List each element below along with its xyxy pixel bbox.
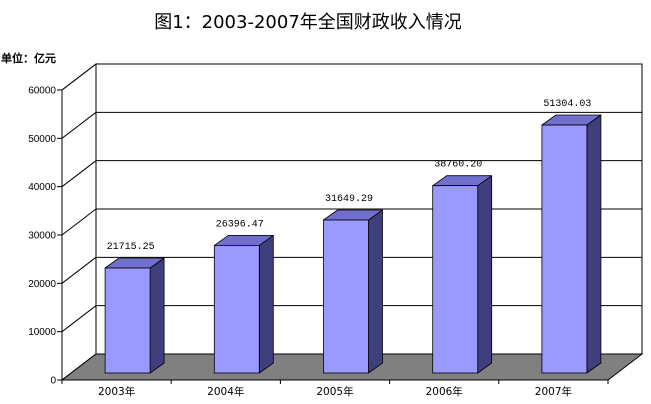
y-tick-label: 20000 (28, 279, 56, 290)
data-label: 31649.29 (325, 194, 373, 205)
bar-front-face (432, 185, 479, 374)
y-tick-label: 10000 (28, 327, 56, 338)
data-label: 38760.20 (434, 160, 482, 171)
bar-front-face (104, 267, 151, 374)
bar-front-face (213, 245, 260, 374)
gridline-side (61, 256, 97, 284)
bar-front-face (323, 219, 369, 374)
axes: 0 10000 20000 30000 40000 50000 60000 2003年 2004… (28, 86, 609, 398)
gridline-side (61, 208, 97, 236)
bar-2007 (541, 114, 602, 374)
data-label: 51304.03 (543, 99, 591, 110)
x-tick-label: 2006年 (426, 385, 463, 398)
y-axis-unit-label: 单位：亿元 (1, 51, 56, 65)
bar-front-face (541, 124, 588, 374)
bar-side-face (477, 175, 493, 374)
bar-side-face (149, 257, 165, 374)
bar-2004 (213, 234, 274, 374)
x-tick-label: 2004年 (207, 385, 244, 398)
x-tick-label: 2005年 (316, 385, 353, 398)
gridline-side (61, 305, 97, 333)
y-tick-label: 30000 (28, 231, 56, 242)
x-tick-label: 2007年 (535, 385, 572, 398)
gridline-side (61, 160, 97, 188)
gridline-side (61, 63, 97, 91)
y-tick-label: 60000 (28, 86, 56, 97)
bars (104, 114, 602, 374)
data-label: 21715.25 (107, 242, 155, 253)
y-tick-label: 40000 (28, 182, 56, 193)
bar-2006 (432, 175, 493, 374)
bar-2003 (104, 257, 165, 374)
data-labels: 21715.25 26396.47 31649.29 38760.20 51304.03 (107, 99, 592, 253)
gridline-side (61, 111, 97, 139)
y-tick-label: 50000 (28, 134, 56, 145)
bar-2005 (323, 209, 383, 374)
y-tick-label: 0 (50, 376, 56, 387)
chart-title: 图1：2003-2007年全国财政收入情况 (154, 12, 462, 33)
bar-side-face (258, 234, 274, 374)
bar-side-face (586, 114, 602, 374)
data-label: 26396.47 (216, 219, 264, 230)
x-tick-label: 2003年 (98, 385, 135, 398)
bar-side-face (368, 209, 383, 374)
